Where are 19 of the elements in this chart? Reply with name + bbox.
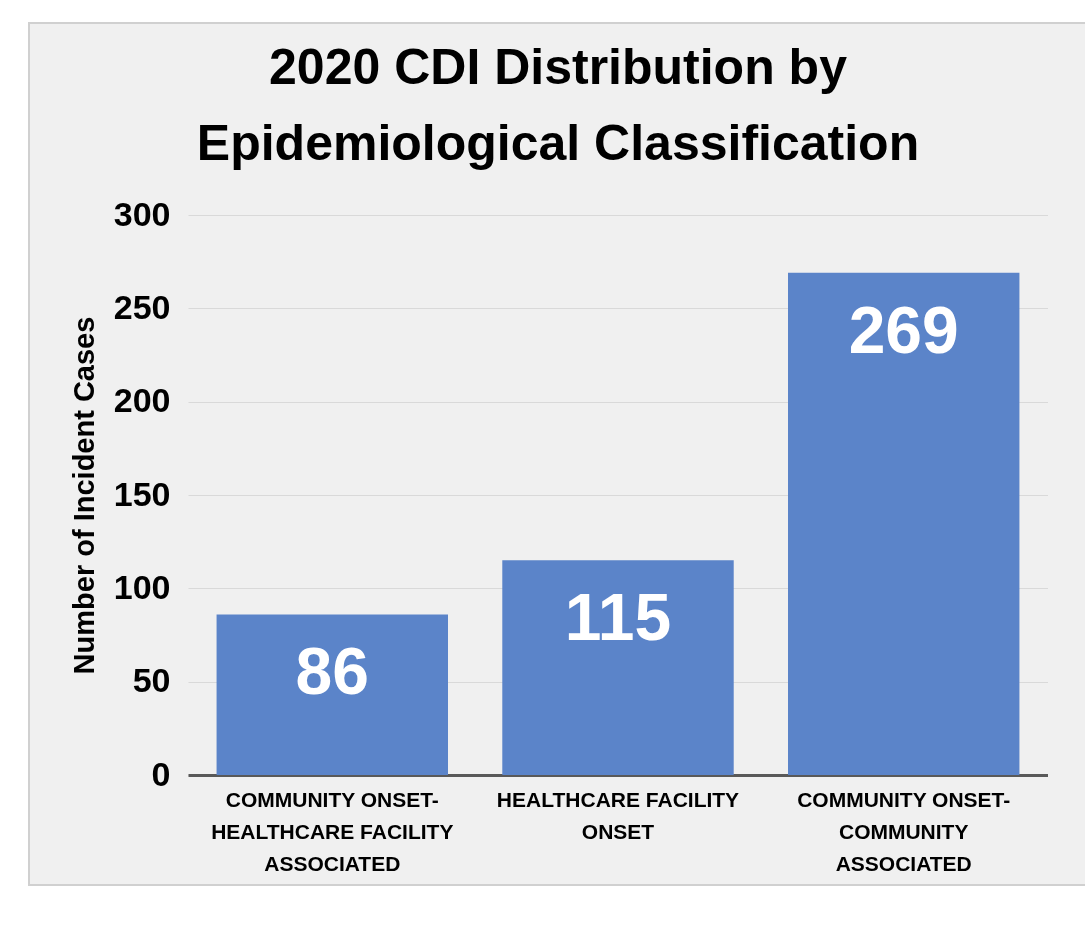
y-tick-label: 100 [113,567,171,606]
y-tick-label: 50 [132,661,171,700]
y-tick-label: 0 [151,754,171,793]
data-label: 86 [295,634,369,709]
data-label: 115 [564,580,672,655]
x-tick-label: COMMUNITY ONSET-COMMUNITY ASSOCIATED [797,787,1011,875]
x-tick-label: COMMUNITY ONSET-HEALTHCARE FACILITY ASSOCIATED [211,787,454,875]
bar [216,614,448,775]
y-tick-label: 200 [113,381,171,420]
y-tick-label: 250 [113,287,171,326]
y-tick-label: 300 [113,194,171,233]
text: Epidemiological Classification [196,115,920,171]
data-label: 269 [848,292,959,367]
x-tick-label: HEALTHCARE FACILITY ONSET [496,787,740,843]
bar [502,560,734,775]
y-axis-title: Number of Incident Cases [67,316,100,675]
bar [788,272,1020,775]
text: 2020 CDI Distribution by [269,39,847,95]
y-tick-label: 150 [113,474,171,513]
